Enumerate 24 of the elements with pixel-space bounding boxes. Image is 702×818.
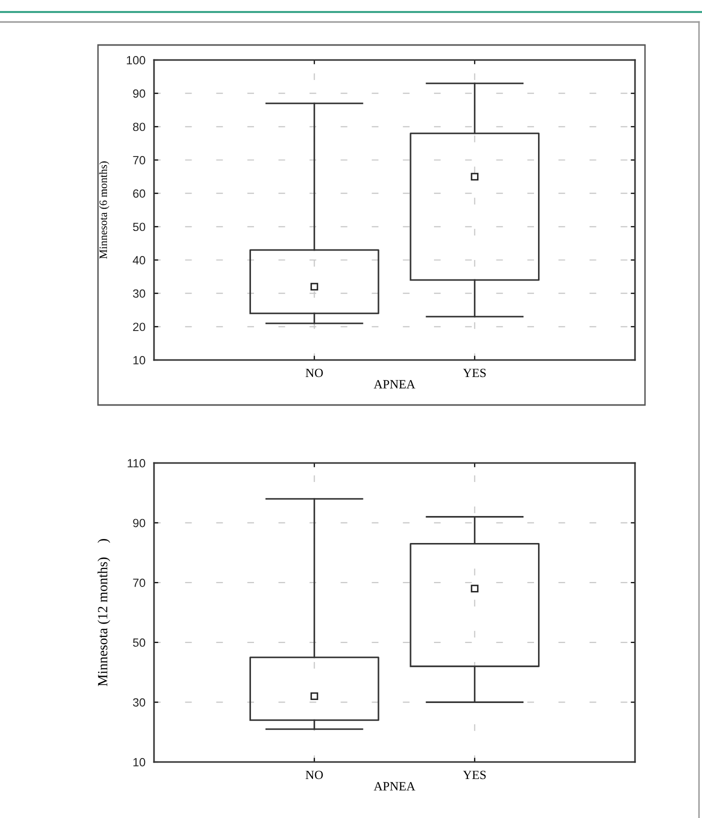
y-tick-label: 100 bbox=[126, 56, 146, 64]
y-tick-label: 40 bbox=[132, 256, 146, 264]
y-tick-label: 70 bbox=[133, 578, 146, 587]
x-tick-label: NO bbox=[306, 368, 323, 378]
x-axis-title: APNEA bbox=[374, 782, 416, 790]
y-tick-label: 30 bbox=[132, 698, 146, 707]
y-tick-label: 50 bbox=[133, 638, 146, 647]
x-tick-label: YES bbox=[463, 770, 486, 780]
y-tick-label: 20 bbox=[133, 322, 146, 332]
y-tick-label: 80 bbox=[133, 122, 146, 132]
y-axis-title: Minnesota (6 months) bbox=[99, 161, 110, 259]
y-tick-label: 90 bbox=[133, 89, 146, 98]
x-axis-title: APNEA bbox=[374, 380, 416, 388]
y-tick-label: 10 bbox=[133, 356, 146, 364]
y-tick-label: 60 bbox=[133, 189, 146, 198]
y-tick-label: 110 bbox=[128, 459, 146, 468]
y-tick-label: 30 bbox=[132, 289, 146, 298]
y-tick-label: 70 bbox=[133, 156, 146, 164]
y-tick-label: 90 bbox=[133, 518, 146, 528]
x-tick-label: YES bbox=[463, 368, 486, 378]
y-axis-title: Minnesota (12 months) ) bbox=[98, 539, 110, 686]
x-tick-label: NO bbox=[306, 770, 323, 780]
y-tick-label: 10 bbox=[133, 758, 146, 766]
y-tick-label: 50 bbox=[133, 222, 146, 232]
